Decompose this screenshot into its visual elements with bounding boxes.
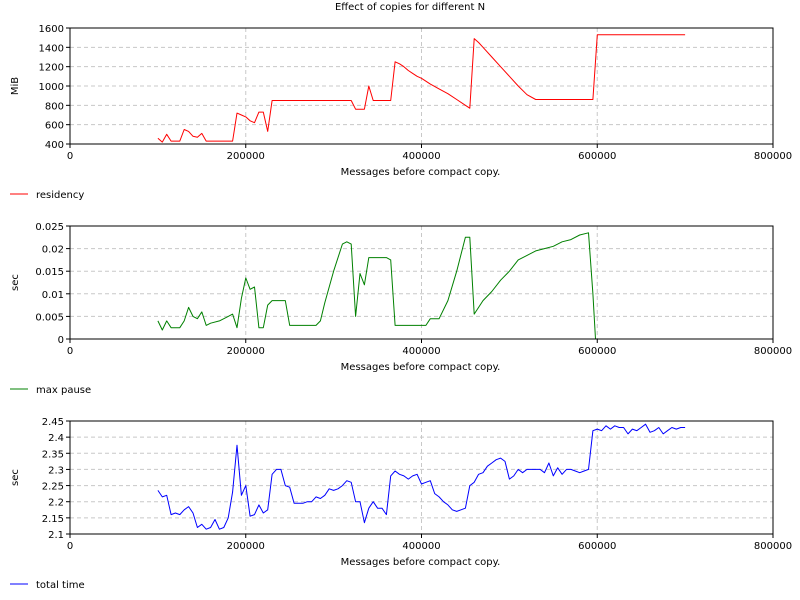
y-tick-label: 2.4 [48, 433, 64, 444]
y-tick-label: 0 [58, 335, 64, 346]
y-tick-label: 2.45 [42, 417, 64, 428]
y-tick-label: 1400 [39, 43, 64, 54]
x-axis-label: Messages before compact copy. [341, 362, 501, 373]
y-tick-label: 600 [45, 121, 64, 132]
x-tick-label: 0 [67, 541, 73, 552]
y-tick-label: 0.01 [42, 290, 64, 301]
y-tick-label: 2.1 [48, 530, 64, 541]
y-tick-label: 2.35 [42, 449, 64, 460]
y-tick-label: 1200 [39, 63, 64, 74]
series-line-max-pause [157, 232, 596, 340]
y-axis-label: sec [10, 469, 21, 486]
y-tick-label: 0.005 [35, 312, 64, 323]
panel-1: 0 200000 400000 600000 800000 400 600 800 1000 12… [10, 24, 792, 201]
x-tick-label: 800000 [754, 346, 792, 357]
series-line-residency [157, 34, 686, 143]
x-tick-label: 200000 [227, 541, 265, 552]
series-line-total-time [157, 423, 686, 530]
y-axis-label: MiB [10, 77, 21, 95]
y-tick-label: 1600 [39, 24, 64, 35]
x-tick-label: 400000 [402, 151, 440, 162]
x-tick-label: 800000 [754, 151, 792, 162]
x-tick-label: 200000 [227, 346, 265, 357]
y-tick-label: 800 [45, 101, 64, 112]
x-tick-label: 400000 [402, 346, 440, 357]
panel-2: 0 200000 400000 600000 800000 0 0.005 0.01 0.015… [10, 222, 792, 396]
y-tick-label: 2.3 [48, 465, 64, 476]
x-tick-label: 0 [67, 346, 73, 357]
y-axis-label: sec [10, 274, 21, 291]
y-tick-label: 2.2 [48, 498, 64, 509]
x-tick-label: 600000 [578, 541, 616, 552]
y-tick-label: 0.025 [35, 222, 64, 233]
plot-frame [69, 225, 774, 340]
panel-3: 0 200000 400000 600000 800000 2.1 2.15 2.2 2.25 2… [10, 417, 792, 591]
x-tick-label: 600000 [578, 151, 616, 162]
x-tick-label: 0 [67, 151, 73, 162]
x-tick-label: 800000 [754, 541, 792, 552]
x-tick-label: 400000 [402, 541, 440, 552]
y-tick-label: 0.015 [35, 267, 64, 278]
y-tick-label: 0.02 [42, 245, 64, 256]
y-tick-label: 1000 [39, 82, 64, 93]
legend-label: residency [36, 190, 84, 201]
plot-frame [69, 27, 774, 145]
plot-frame [69, 420, 774, 535]
y-tick-label: 2.15 [42, 514, 64, 525]
y-tick-label: 2.25 [42, 482, 64, 493]
x-tick-label: 600000 [578, 346, 616, 357]
x-axis-label: Messages before compact copy. [341, 557, 501, 568]
y-tick-label: 400 [45, 140, 64, 151]
legend-label: max pause [36, 385, 91, 396]
x-axis-label: Messages before compact copy. [341, 167, 501, 178]
x-tick-label: 200000 [227, 151, 265, 162]
chart-title: Effect of copies for different N [335, 2, 485, 13]
legend-label: total time [36, 580, 85, 591]
